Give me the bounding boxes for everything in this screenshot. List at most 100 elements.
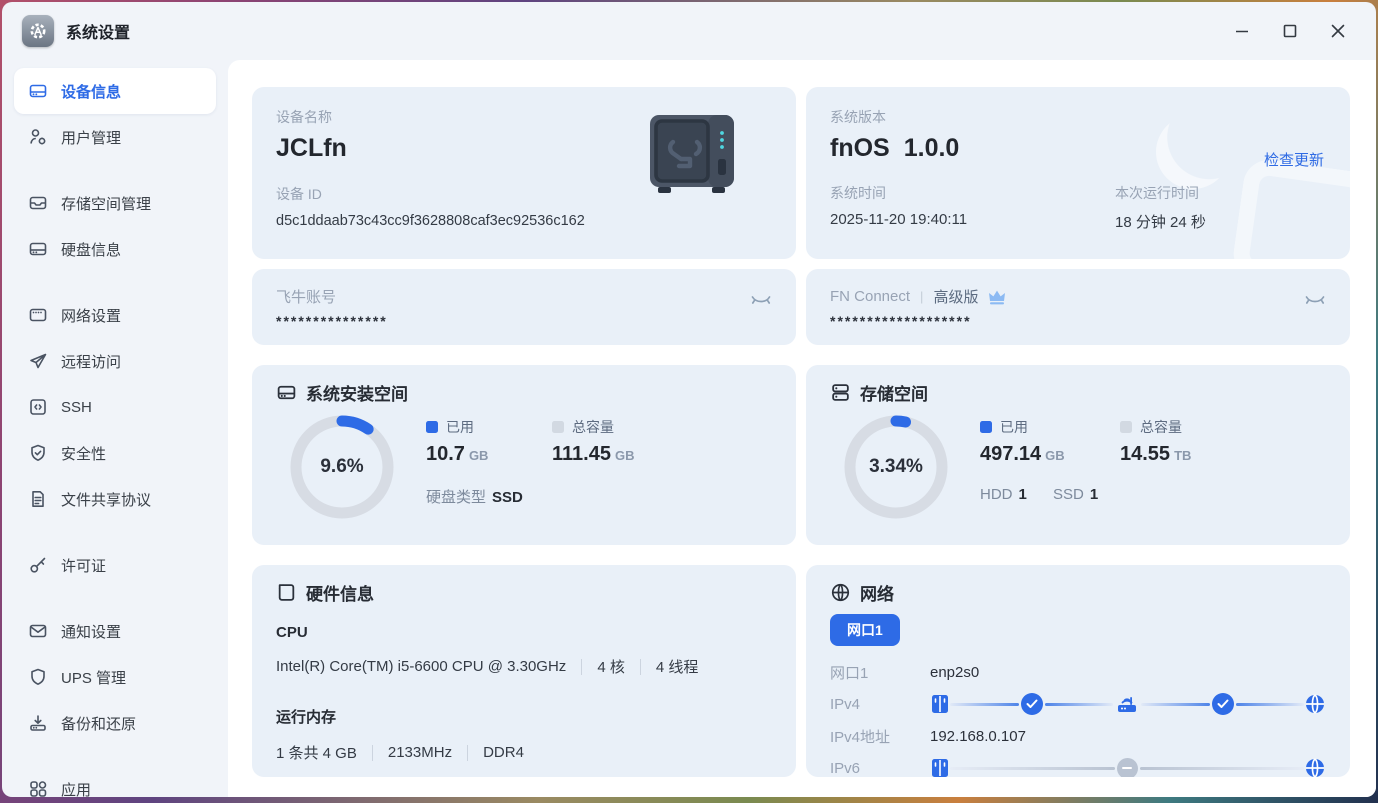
sidebar-item-label: 安全性: [61, 445, 107, 463]
ipv4-address-label: IPv4地址: [830, 728, 891, 746]
divider: [639, 658, 641, 675]
sidebar-item-user-management[interactable]: 用户管理: [14, 114, 216, 160]
user-gear-icon: [28, 127, 48, 147]
sidebar-item-ups[interactable]: UPS 管理: [14, 654, 216, 700]
port1-tab-button[interactable]: 网口1: [830, 614, 900, 646]
fn-connect-card: FN Connect | 高级版 *******************: [806, 269, 1350, 345]
ipv4-connectivity-diagram: [930, 693, 1326, 715]
storage-space-card: 存储空间 3.34%: [806, 365, 1350, 545]
minimize-button[interactable]: [1218, 11, 1266, 51]
paper-plane-icon: [28, 351, 48, 371]
fn-connect-tier: 高级版: [933, 289, 979, 306]
window-title: 系统设置: [66, 25, 131, 42]
divider: |: [920, 289, 924, 304]
fn-account-label: 飞牛账号: [276, 289, 337, 306]
sidebar-item-file-sharing[interactable]: 文件共享协议: [14, 476, 216, 522]
device-name-card: 设备名称 JCLfn 设备 ID d5c1ddaab73c43cc9f36288…: [252, 87, 796, 259]
check-update-link[interactable]: 检查更新: [1263, 152, 1324, 169]
storage-space-percent: 3.34%: [869, 456, 923, 477]
hard-drive-icon: [28, 239, 48, 259]
ipv4-label: IPv4: [830, 695, 861, 713]
sidebar-item-security[interactable]: 安全性: [14, 430, 216, 476]
ssd-label: SSD: [1053, 486, 1084, 503]
window-controls: [1218, 11, 1376, 51]
close-button[interactable]: [1314, 11, 1362, 51]
sidebar: 设备信息 用户管理 存储空间管理: [2, 60, 228, 797]
storage-space-title: 存储空间: [860, 385, 928, 404]
sidebar-item-label: SSH: [61, 398, 92, 416]
divider: [467, 744, 469, 761]
sidebar-item-device-info[interactable]: 设备信息: [14, 68, 216, 114]
ram-label: 运行内存: [276, 709, 337, 726]
terminal-code-icon: [28, 397, 48, 417]
total-label: 总容量: [1140, 419, 1182, 435]
hardware-title: 硬件信息: [306, 585, 374, 604]
device-name-value: JCLfn: [276, 134, 347, 162]
main-content: 设备名称 JCLfn 设备 ID d5c1ddaab73c43cc9f36288…: [228, 60, 1376, 797]
titlebar: 系统设置: [2, 2, 1376, 60]
cpu-model: Intel(R) Core(TM) i5-6600 CPU @ 3.30GHz: [276, 658, 567, 675]
donut-progress: [290, 415, 394, 519]
ram-size: 1 条共 4 GB: [276, 745, 357, 762]
port-interface: enp2s0: [930, 663, 980, 681]
device-id-label: 设备 ID: [276, 186, 322, 202]
disk-type-value: SSD: [492, 489, 523, 506]
total-value: 111.45: [552, 443, 611, 465]
system-space-title: 系统安装空间: [306, 385, 408, 404]
sidebar-item-label: 许可证: [61, 557, 107, 575]
minus-icon: [1116, 757, 1138, 777]
sidebar-item-disk-info[interactable]: 硬盘信息: [14, 226, 216, 272]
sidebar-item-notifications[interactable]: 通知设置: [14, 608, 216, 654]
eye-closed-icon[interactable]: [1304, 293, 1326, 312]
used-unit: GB: [1045, 448, 1065, 463]
total-unit: TB: [1174, 448, 1192, 463]
check-icon: [1211, 693, 1234, 715]
system-space-card: 系统安装空间 9.6%: [252, 365, 796, 545]
total-unit: GB: [614, 448, 635, 463]
sidebar-item-label: UPS 管理: [61, 669, 127, 687]
used-value: 10.7: [426, 443, 465, 465]
sidebar-item-license[interactable]: 许可证: [14, 542, 216, 588]
used-unit: GB: [468, 448, 489, 463]
eye-closed-icon[interactable]: [750, 293, 772, 312]
cpu-threads: 4 线程: [655, 659, 699, 676]
sidebar-item-network-settings[interactable]: 网络设置: [14, 292, 216, 338]
total-legend-swatch: [1120, 421, 1132, 433]
used-legend-swatch: [980, 421, 992, 433]
sidebar-item-remote-access[interactable]: 远程访问: [14, 338, 216, 384]
sidebar-item-label: 应用: [61, 781, 92, 798]
sidebar-item-ssh[interactable]: SSH: [14, 384, 216, 430]
maximize-button[interactable]: [1266, 11, 1314, 51]
download-tray-icon: [28, 713, 48, 733]
sidebar-item-storage-management[interactable]: 存储空间管理: [14, 180, 216, 226]
sidebar-item-backup-restore[interactable]: 备份和还原: [14, 700, 216, 746]
crown-icon: [988, 289, 1006, 305]
system-time-label: 系统时间: [830, 185, 886, 201]
shield-icon: [28, 667, 48, 687]
hdd-count: 1: [1018, 486, 1027, 503]
document-icon: [28, 489, 48, 509]
envelope-icon: [28, 621, 48, 641]
uptime-value: 18 分钟 24 秒: [1115, 214, 1206, 231]
network-title: 网络: [860, 585, 894, 604]
shield-check-icon: [28, 443, 48, 463]
donut-progress: [844, 415, 948, 519]
window-dashed-icon: [28, 305, 48, 325]
key-icon: [28, 555, 48, 575]
server-stack-icon: [830, 382, 851, 403]
sidebar-item-apps[interactable]: 应用: [14, 766, 216, 797]
ipv6-connectivity-diagram: [930, 757, 1326, 777]
ssd-count: 1: [1089, 486, 1099, 503]
nas-device-illustration: [646, 113, 738, 204]
internet-globe-icon: [1304, 693, 1326, 715]
mainboard-icon: [276, 582, 297, 603]
nas-icon: [930, 757, 950, 777]
hard-drive-icon: [276, 382, 297, 403]
inbox-icon: [28, 193, 48, 213]
system-time-value: 2025-11-20 19:40:11: [830, 211, 968, 228]
sidebar-item-label: 备份和还原: [61, 715, 137, 733]
fn-account-card: 飞牛账号 ***************: [252, 269, 796, 345]
os-version: 1.0.0: [903, 134, 960, 162]
total-value: 14.55: [1120, 443, 1171, 465]
ram-freq: 2133MHz: [387, 744, 453, 761]
